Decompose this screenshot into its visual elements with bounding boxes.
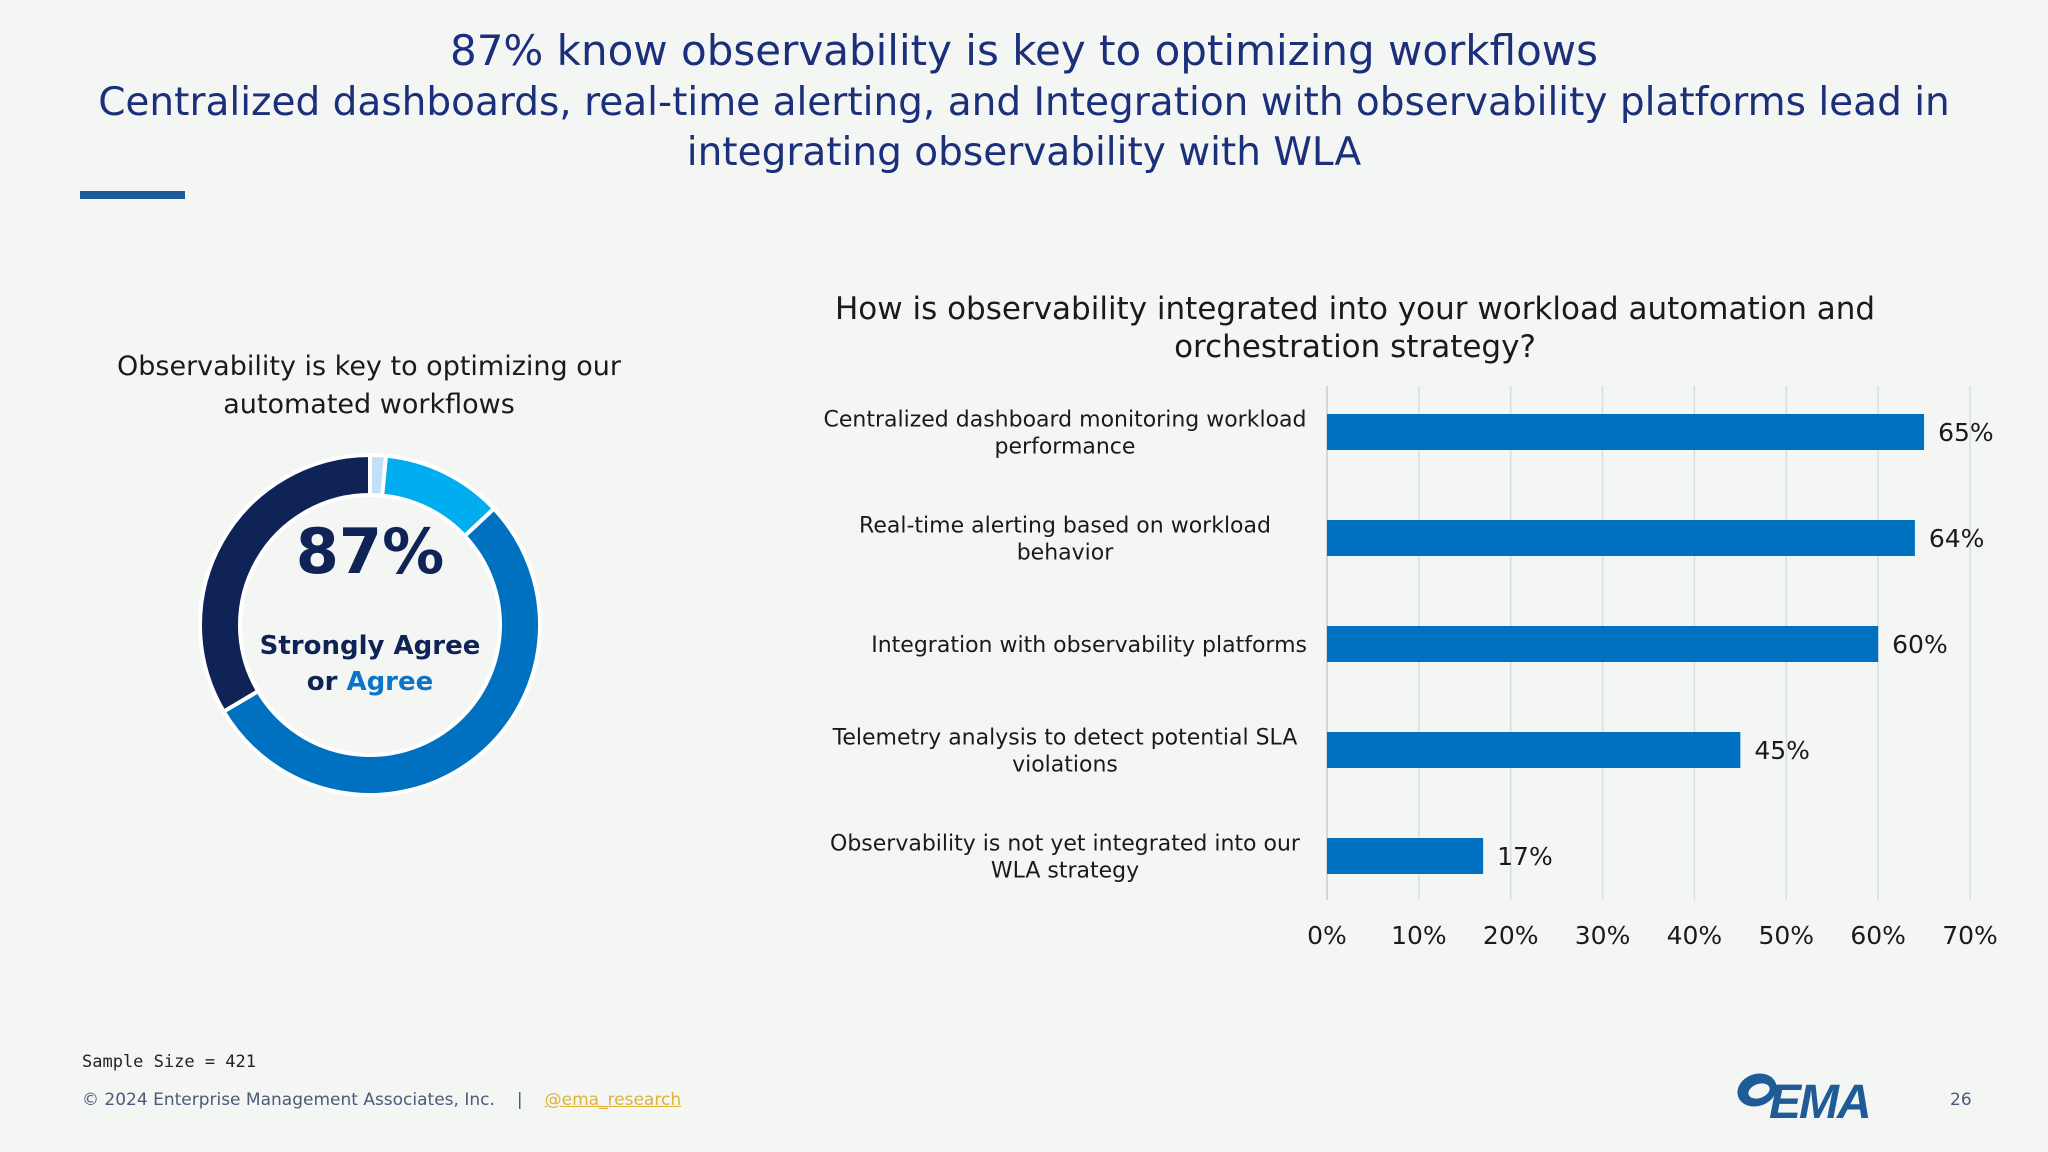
category-label: Real-time alerting based on workload beha… — [859, 514, 1271, 566]
category-label: Integration with observability platforms — [871, 633, 1307, 658]
bar — [1327, 838, 1484, 874]
donut-chart — [198, 452, 542, 797]
x-tick-label: 30% — [1575, 921, 1631, 950]
data-label: 45% — [1754, 736, 1810, 765]
copyright: © 2024 Enterprise Management Associates,… — [82, 1090, 495, 1110]
bar — [1327, 732, 1741, 768]
bar — [1327, 414, 1925, 450]
page-number: 26 — [1950, 1090, 1972, 1110]
ema-logo: EMA — [1737, 1073, 1872, 1128]
x-tick-label: 0% — [1307, 921, 1347, 950]
x-tick-label: 40% — [1667, 921, 1723, 950]
category-label: Centralized dashboard monitoring workloa… — [824, 408, 1307, 460]
category-label: Telemetry analysis to detect potential S… — [832, 726, 1298, 778]
bar-chart-title: How is observability integrated into you… — [834, 291, 1876, 365]
x-tick-label: 60% — [1850, 921, 1906, 950]
x-tick-label: 20% — [1483, 921, 1539, 950]
x-tick-label: 50% — [1758, 921, 1814, 950]
x-tick-label: 70% — [1942, 921, 1998, 950]
data-label: 17% — [1497, 842, 1553, 871]
category-label: Observability is not yet integrated into… — [830, 832, 1301, 884]
slide-subtitle: Centralized dashboards, real-time alerti… — [98, 80, 1950, 175]
footer-separator: | — [516, 1090, 523, 1110]
bar — [1327, 626, 1879, 662]
donut-label-agree: Agree — [346, 667, 434, 697]
title-accent-bar — [80, 191, 185, 199]
footer: © 2024 Enterprise Management Associates,… — [82, 1090, 681, 1110]
slide-title: 87% know observability is key to optimiz… — [449, 26, 1599, 75]
donut-label-strongly-agree: Strongly Agree — [259, 631, 481, 661]
donut-center-value: 87% — [295, 515, 445, 588]
twitter-handle-link[interactable]: @ema_research — [544, 1090, 682, 1110]
donut-center-label: Strongly Agree or Agree — [190, 628, 550, 700]
bar — [1327, 520, 1915, 556]
data-label: 65% — [1938, 418, 1994, 447]
donut-chart-title: Observability is key to optimizing our a… — [117, 351, 621, 420]
sample-size: Sample Size = 421 — [82, 1052, 256, 1072]
donut-label-or: or — [306, 667, 338, 697]
bar-chart: 0% 10% 20% 30% 40% 50% 60% 70% Centralized dashb… — [824, 386, 1998, 950]
donut-slice-3 — [198, 452, 372, 715]
donut-slice-2 — [220, 505, 542, 797]
donut-label-agree-line: or Agree — [190, 664, 550, 700]
data-label: 64% — [1929, 524, 1985, 553]
data-label: 60% — [1892, 630, 1948, 659]
slide-title-block: 87% know observability is key to optimiz… — [0, 24, 2048, 178]
x-tick-label: 10% — [1391, 921, 1447, 950]
svg-text:EMA: EMA — [1769, 1076, 1870, 1128]
